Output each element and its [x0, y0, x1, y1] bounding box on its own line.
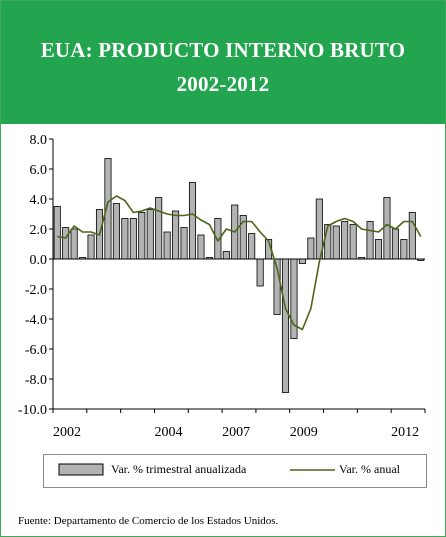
chart-subtitle: 2002-2012 [176, 72, 270, 96]
y-tick-label: 6.0 [30, 163, 48, 178]
legend-label-bars: Var. % trimestral anualizada [111, 462, 247, 476]
x-tick-label: 2009 [290, 425, 318, 440]
x-tick-label: 2007 [222, 425, 250, 440]
y-tick-label: 2.0 [30, 223, 48, 238]
x-tick-label: 2002 [53, 425, 81, 440]
x-tick-label: 2012 [391, 425, 419, 440]
labels-layer: 8.0 6.0 4.0 2.0 0.0 -2.0 -4.0 -6.0 -8.0 -10.0 2002… [18, 133, 419, 440]
x-tick-label: 2004 [154, 425, 182, 440]
legend-label-line: Var. % anual [339, 462, 400, 476]
y-tick-label: -8.0 [25, 373, 47, 388]
chart-plot: 8.0 6.0 4.0 2.0 0.0 -2.0 -4.0 -6.0 -8.0 -10.0 2002… [18, 133, 426, 440]
y-tick-label: -10.0 [18, 403, 47, 418]
y-tick-label: -2.0 [25, 283, 47, 298]
legend-bar-swatch [58, 463, 104, 476]
chart-title: EUA: PRODUCTO INTERNO BRUTO [40, 38, 406, 62]
y-tick-label: -4.0 [25, 313, 47, 328]
axes-layer [49, 138, 426, 413]
chart-header: EUA: PRODUCTO INTERNO BRUTO 2002-2012 [1, 1, 445, 124]
y-tick-label: -6.0 [25, 343, 47, 358]
line-layer [57, 195, 422, 331]
y-tick-label: 8.0 [30, 133, 48, 148]
y-tick-label: 4.0 [30, 193, 48, 208]
source-note: Fuente: Departamento de Comercio de los … [18, 515, 279, 527]
legend [43, 454, 427, 488]
series-line-annual [57, 195, 422, 331]
y-tick-label: 0.0 [30, 253, 48, 268]
